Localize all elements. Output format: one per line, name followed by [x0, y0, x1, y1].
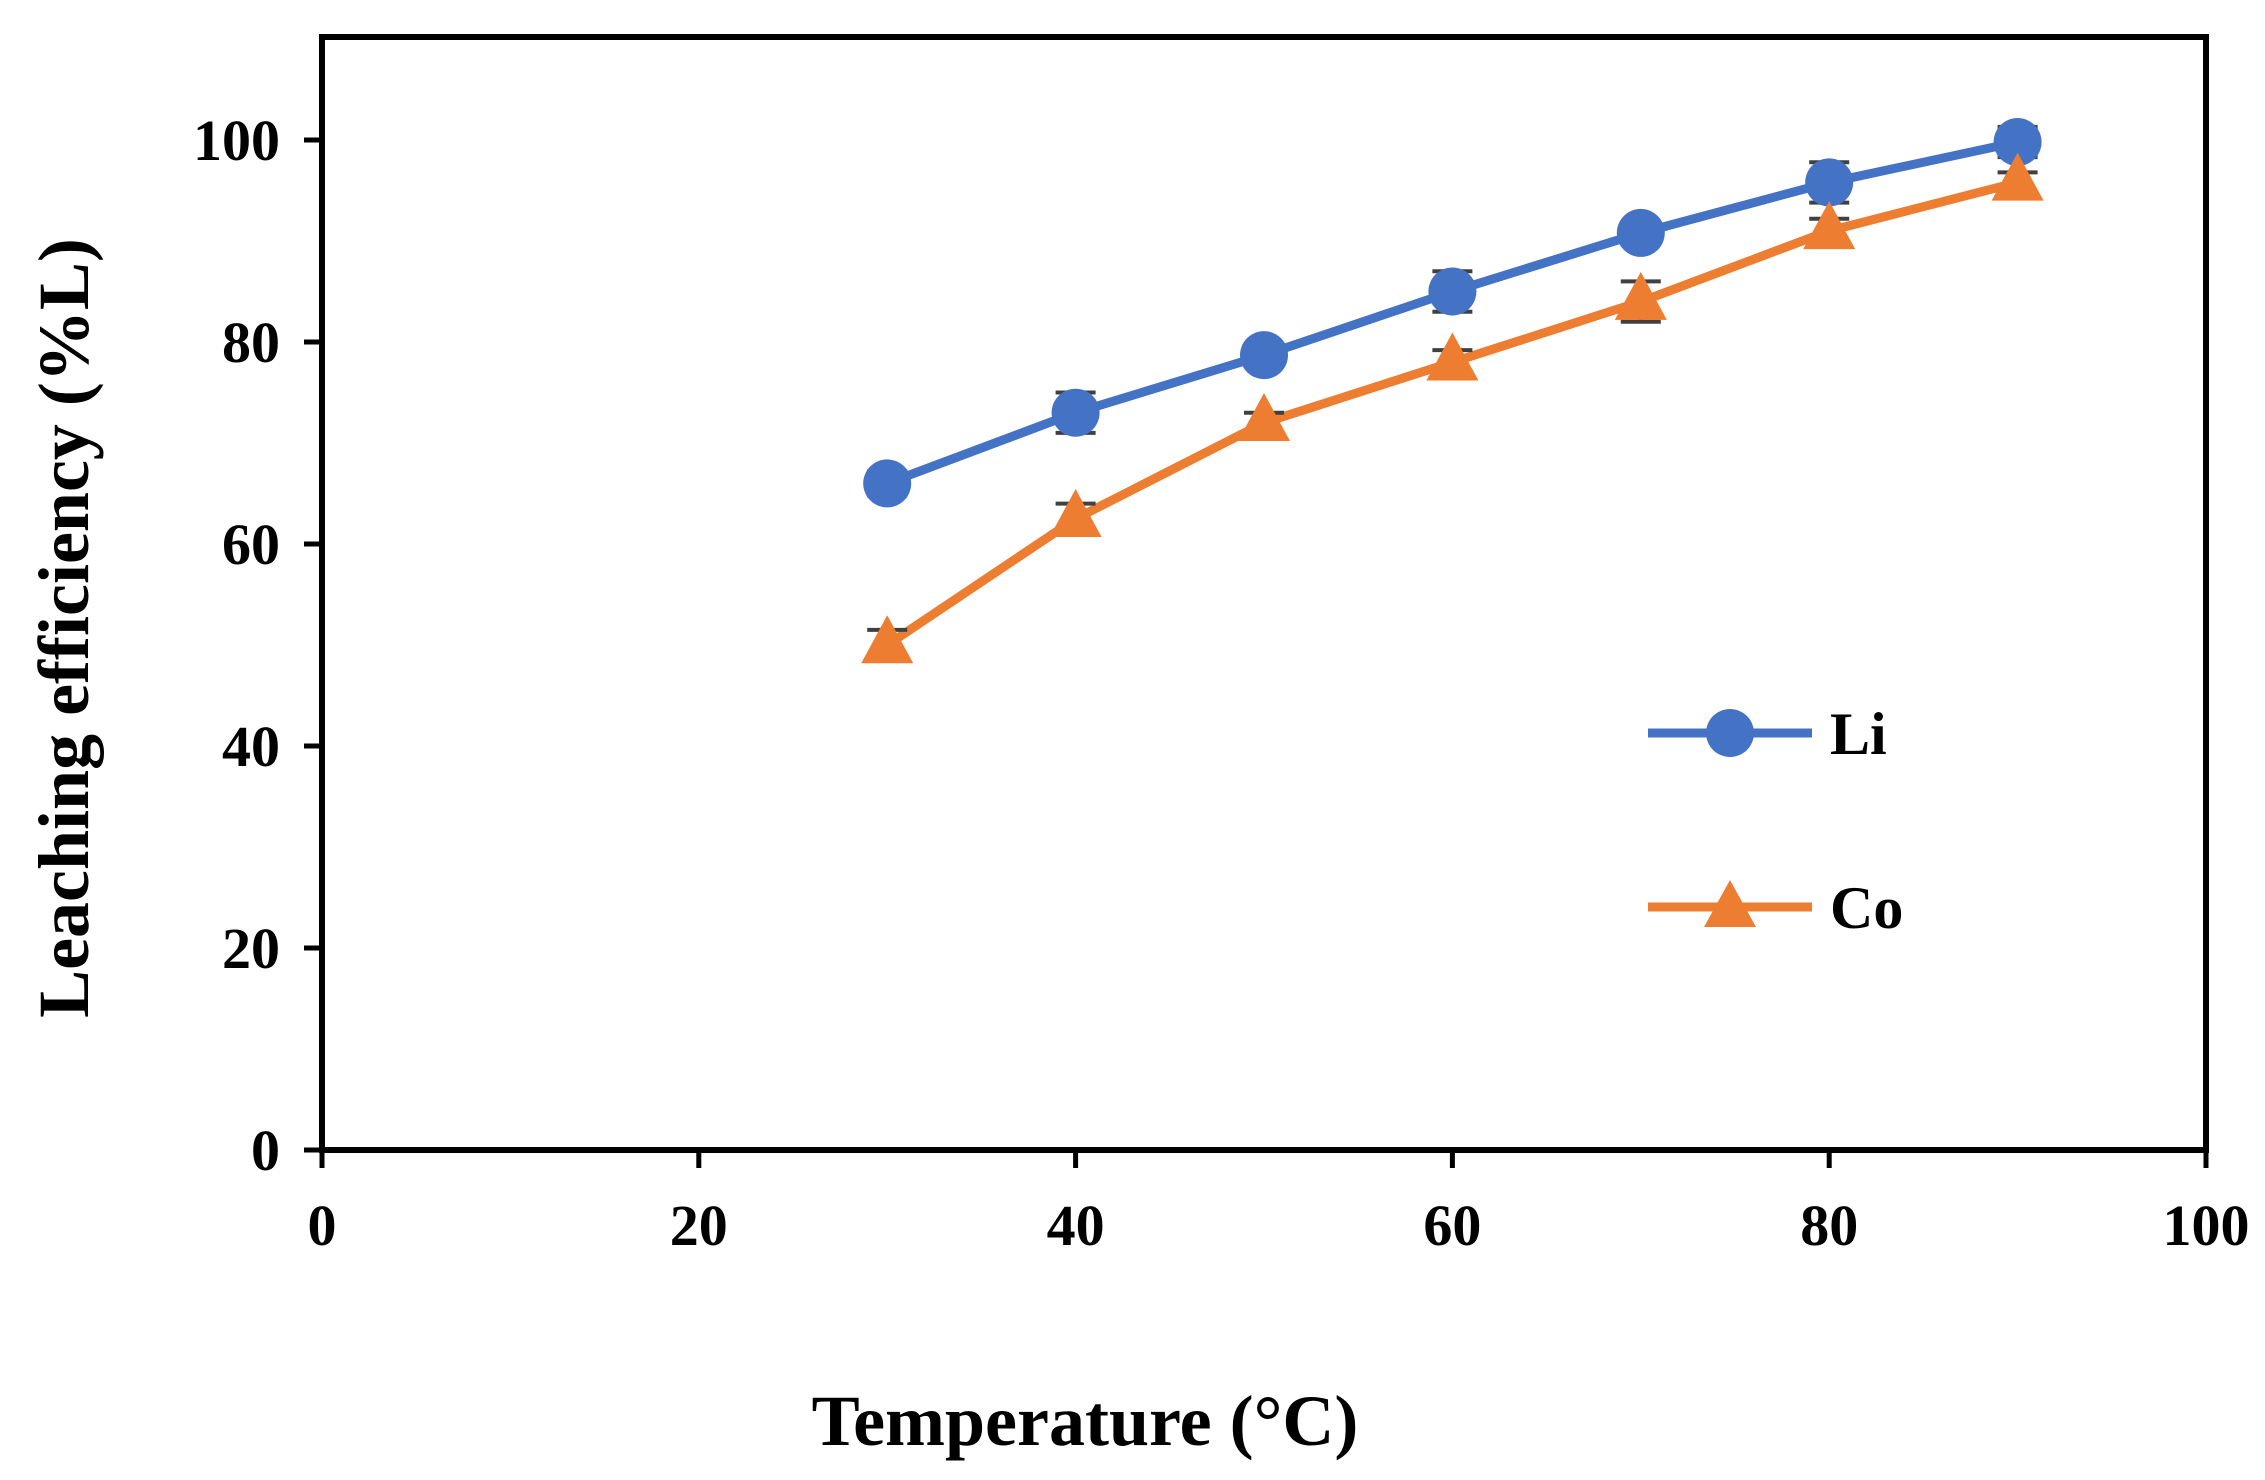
data-point — [1426, 332, 1479, 381]
x-axis-title: Temperature (°C) — [812, 1381, 1359, 1461]
series-layer — [861, 118, 2044, 664]
data-point — [1803, 201, 1856, 250]
y-tick-label: 80 — [222, 310, 280, 375]
y-tick-label: 100 — [193, 108, 280, 173]
data-point — [1240, 331, 1288, 380]
data-point — [861, 615, 914, 664]
legend-li-marker — [1706, 709, 1754, 757]
legend-li-label: Li — [1830, 701, 1887, 767]
data-point — [1238, 393, 1290, 442]
x-axis-ticks: 0 20 40 60 80 100 — [308, 1150, 2250, 1258]
data-point — [1049, 488, 1102, 537]
data-point — [1991, 152, 2044, 201]
data-point — [1805, 158, 1854, 207]
plot-frame — [319, 34, 2209, 1153]
y-tick-label: 60 — [222, 512, 280, 577]
legend-co-label: Co — [1830, 875, 1903, 941]
y-tick-label: 40 — [222, 714, 280, 779]
x-tick-label: 0 — [308, 1193, 337, 1258]
x-tick-label: 40 — [1047, 1193, 1105, 1258]
legend: Li Co — [1648, 701, 1903, 941]
data-point — [1993, 118, 2042, 167]
x-tick-label: 20 — [670, 1193, 728, 1258]
data-point — [1614, 271, 1667, 320]
data-point — [1051, 388, 1100, 437]
legend-item-co: Co — [1648, 875, 1903, 941]
data-point — [863, 459, 912, 508]
legend-co-marker — [1704, 880, 1756, 927]
y-axis-ticks: 0 20 40 60 80 100 — [193, 108, 322, 1183]
x-tick-label: 100 — [2163, 1193, 2250, 1258]
data-point — [1616, 208, 1665, 257]
series-co — [861, 152, 2044, 664]
y-tick-label: 20 — [222, 916, 280, 981]
legend-item-li: Li — [1648, 701, 1887, 767]
x-tick-label: 80 — [1800, 1193, 1858, 1258]
y-tick-label: 0 — [251, 1118, 280, 1183]
data-point — [1428, 267, 1477, 316]
y-axis-title: Leaching efficiency (%L) — [24, 238, 104, 1018]
x-tick-label: 60 — [1423, 1193, 1481, 1258]
series-li — [863, 118, 2042, 508]
